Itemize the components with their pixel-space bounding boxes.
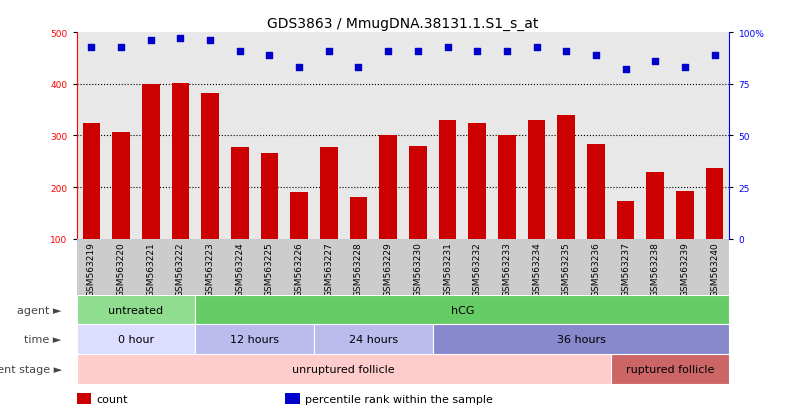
Bar <box>380 136 397 239</box>
Text: GSM563237: GSM563237 <box>621 242 630 297</box>
Bar <box>676 192 694 239</box>
Bar <box>290 193 308 239</box>
Text: GSM563219: GSM563219 <box>87 242 96 297</box>
Text: GSM563231: GSM563231 <box>443 242 452 297</box>
Point <box>204 38 217 45</box>
Point <box>144 38 157 45</box>
Point <box>559 48 572 55</box>
Text: GSM563230: GSM563230 <box>413 242 422 297</box>
Bar <box>320 147 338 239</box>
Bar <box>112 133 130 239</box>
Text: untreated: untreated <box>108 305 164 315</box>
Text: 36 hours: 36 hours <box>557 335 605 344</box>
Bar <box>587 145 604 239</box>
Text: hCG: hCG <box>451 305 474 315</box>
Point <box>708 52 721 59</box>
Bar <box>409 146 426 239</box>
Text: unruptured follicle: unruptured follicle <box>293 364 395 374</box>
Point <box>619 67 632 74</box>
Text: development stage ►: development stage ► <box>0 364 62 374</box>
Bar <box>195 295 729 325</box>
Title: GDS3863 / MmugDNA.38131.1.S1_s_at: GDS3863 / MmugDNA.38131.1.S1_s_at <box>268 17 538 31</box>
Text: 0 hour: 0 hour <box>118 335 154 344</box>
Point <box>352 65 365 71</box>
Text: GSM563238: GSM563238 <box>650 242 660 297</box>
Bar <box>77 295 195 325</box>
Text: time ►: time ► <box>24 335 62 344</box>
Text: 24 hours: 24 hours <box>349 335 398 344</box>
Point <box>293 65 305 71</box>
Point <box>322 48 335 55</box>
Text: GSM563220: GSM563220 <box>117 242 126 297</box>
Text: GSM563233: GSM563233 <box>502 242 511 297</box>
Text: GSM563223: GSM563223 <box>206 242 214 297</box>
Bar <box>142 85 160 239</box>
Bar <box>468 123 486 239</box>
Text: GSM563226: GSM563226 <box>295 242 304 297</box>
Bar <box>646 172 664 239</box>
Bar <box>202 94 219 239</box>
Text: GSM563232: GSM563232 <box>472 242 482 297</box>
Text: GSM563229: GSM563229 <box>384 242 393 297</box>
Point <box>114 44 127 51</box>
Text: GSM563224: GSM563224 <box>235 242 244 297</box>
Bar <box>231 147 249 239</box>
Text: GSM563239: GSM563239 <box>680 242 689 297</box>
Text: GSM563228: GSM563228 <box>354 242 363 297</box>
Bar <box>611 354 729 384</box>
Text: GSM563236: GSM563236 <box>592 242 600 297</box>
Bar <box>172 83 189 239</box>
Text: GSM563225: GSM563225 <box>265 242 274 297</box>
Point <box>471 48 484 55</box>
Bar <box>528 121 546 239</box>
Text: GSM563227: GSM563227 <box>324 242 334 297</box>
Bar <box>77 393 91 404</box>
Text: GSM563240: GSM563240 <box>710 242 719 297</box>
Text: count: count <box>96 394 127 404</box>
Bar <box>438 121 456 239</box>
Bar <box>260 154 278 239</box>
Bar <box>77 325 195 354</box>
Point <box>234 48 247 55</box>
Point <box>411 48 424 55</box>
Text: agent ►: agent ► <box>18 305 62 315</box>
Bar <box>314 325 433 354</box>
Bar <box>195 325 314 354</box>
Point <box>174 36 187 43</box>
Text: ruptured follicle: ruptured follicle <box>626 364 714 374</box>
Bar <box>498 136 516 239</box>
Text: GSM563234: GSM563234 <box>532 242 541 297</box>
Point <box>263 52 276 59</box>
Text: GSM563221: GSM563221 <box>146 242 156 297</box>
Bar <box>433 325 729 354</box>
Text: percentile rank within the sample: percentile rank within the sample <box>305 394 493 404</box>
Point <box>589 52 602 59</box>
Bar <box>77 354 611 384</box>
Bar <box>350 198 368 239</box>
Point <box>649 59 662 65</box>
Bar <box>82 123 100 239</box>
Text: GSM563222: GSM563222 <box>176 242 185 297</box>
Point <box>441 44 454 51</box>
Point <box>382 48 395 55</box>
Text: 12 hours: 12 hours <box>231 335 279 344</box>
Bar <box>617 202 634 239</box>
Bar <box>557 116 575 239</box>
Point <box>501 48 513 55</box>
Point <box>679 65 692 71</box>
Bar <box>706 169 724 239</box>
Text: GSM563235: GSM563235 <box>562 242 571 297</box>
Bar <box>285 393 300 404</box>
Point <box>530 44 543 51</box>
Point <box>85 44 98 51</box>
